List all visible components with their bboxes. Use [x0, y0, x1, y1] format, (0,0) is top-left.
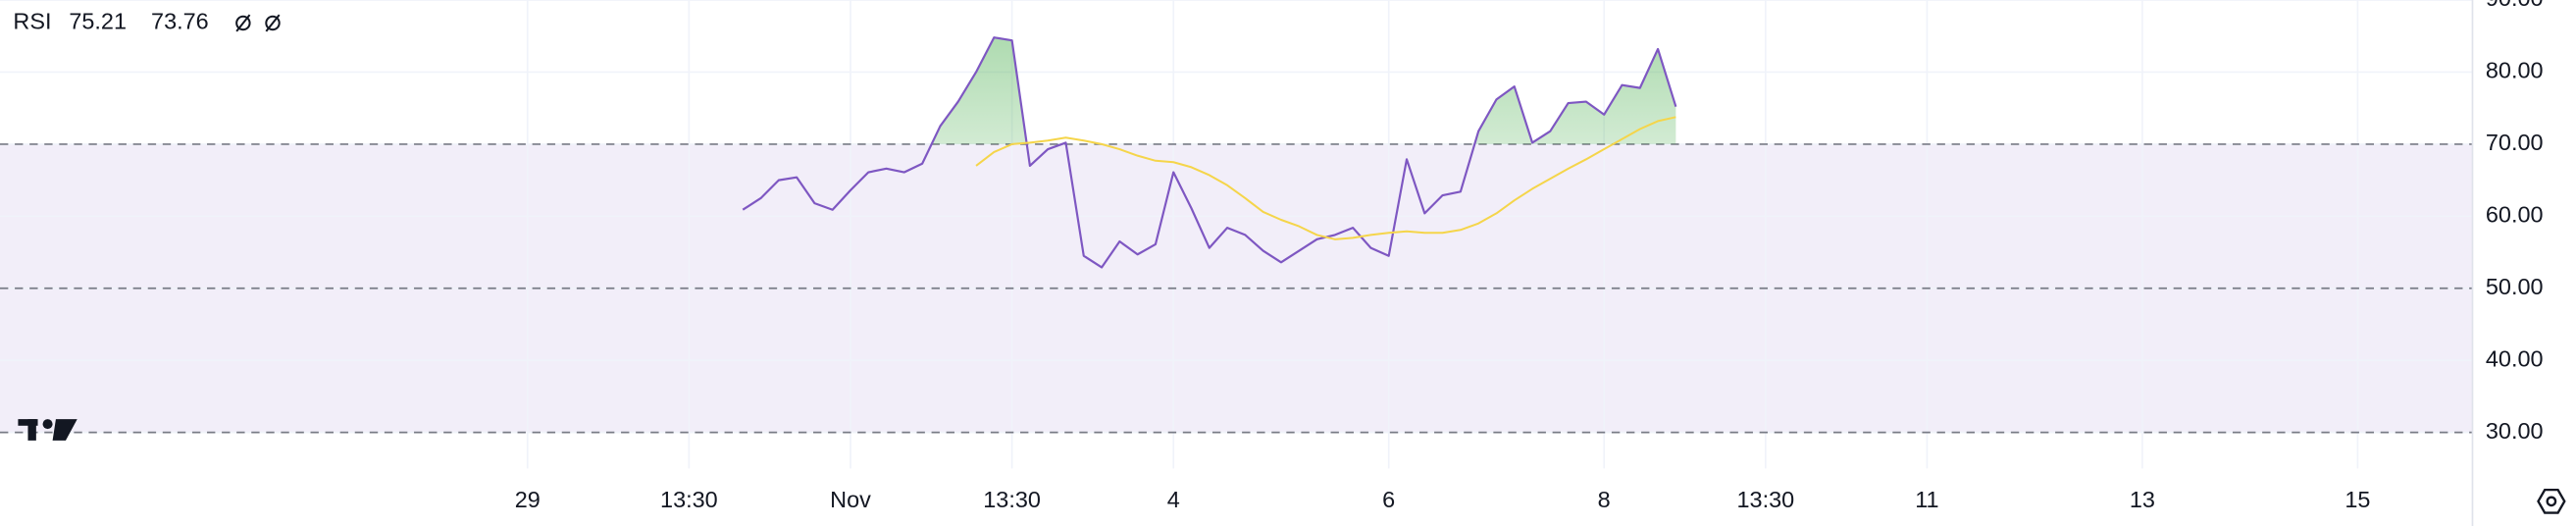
y-tick-label: 80.00: [2486, 58, 2544, 83]
y-tick-label: 40.00: [2486, 345, 2544, 371]
x-tick-label: 29: [515, 487, 541, 512]
y-tick-label: 90.00: [2486, 0, 2544, 11]
axes: 30.00 40.00 50.00 60.00 70.00 80.00 90.00 29 13:…: [515, 0, 2544, 526]
x-tick-label: 11: [1915, 487, 1938, 512]
settings-icon[interactable]: [2537, 488, 2566, 514]
x-tick-label: 13: [2130, 487, 2155, 512]
overbought-fill: [743, 37, 1676, 144]
legend-value: 75.21: [69, 9, 127, 34]
y-tick-label: 50.00: [2486, 274, 2544, 299]
indicator-title: RSI: [13, 9, 51, 34]
x-tick-label: 13:30: [660, 487, 718, 512]
y-tick-label: 30.00: [2486, 418, 2544, 444]
legend-value: 73.76: [151, 9, 209, 34]
y-tick-label: 60.00: [2486, 202, 2544, 228]
x-tick-label: 6: [1382, 487, 1395, 512]
series-line: [975, 116, 1676, 240]
y-tick-label: 70.00: [2486, 130, 2544, 155]
x-tick-label: 8: [1598, 487, 1611, 512]
legend: RSI 75.21 73.76: [13, 9, 281, 34]
x-tick-label: 15: [2344, 487, 2370, 512]
hidden-icon[interactable]: [265, 14, 281, 32]
series-line: [742, 36, 1677, 269]
grid: [0, 0, 2473, 469]
logo: [18, 419, 77, 441]
x-tick-label: Nov: [830, 487, 871, 512]
x-tick-label: 13:30: [1737, 487, 1795, 512]
hidden-icon[interactable]: [235, 14, 251, 32]
x-tick-label: 13:30: [983, 487, 1041, 512]
x-tick-label: 4: [1167, 487, 1180, 512]
plot: [742, 36, 1677, 269]
